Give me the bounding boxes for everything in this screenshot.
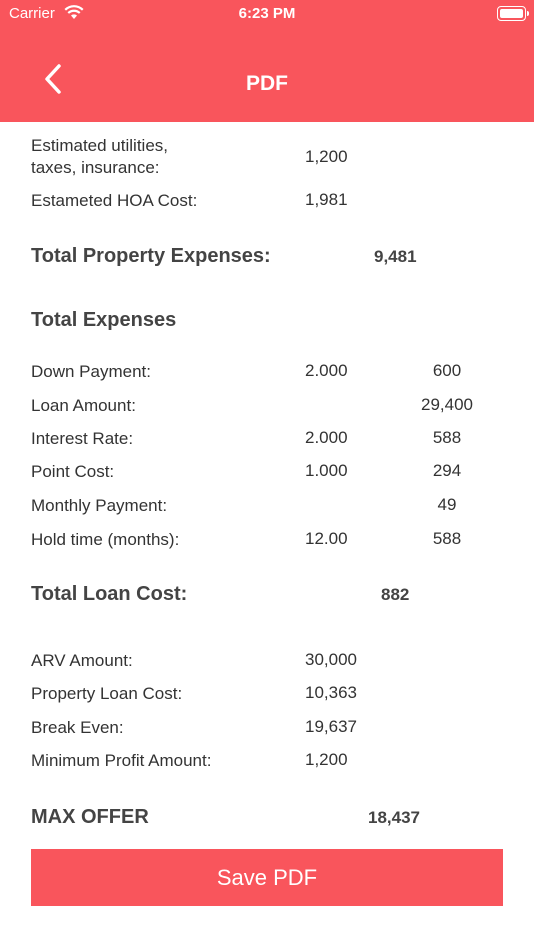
row-label: ARV Amount: — [31, 651, 133, 670]
row-label: Monthly Payment: — [31, 496, 168, 515]
back-button[interactable] — [40, 62, 70, 98]
row-label: Estimated utilities, taxes, insurance: — [31, 136, 168, 177]
row-amount: 588 — [432, 529, 462, 548]
carrier-label: Carrier — [9, 5, 55, 22]
row-amount: 49 — [437, 495, 457, 514]
total-value: 9,481 — [374, 247, 417, 266]
row-label: Estameted HOA Cost: — [31, 191, 198, 210]
row-label: Property Loan Cost: — [31, 684, 183, 703]
row-amount: 29,400 — [421, 395, 473, 414]
total-value: 882 — [381, 585, 410, 604]
row-value: 1,200 — [305, 147, 348, 166]
row-label: Minimum Profit Amount: — [31, 751, 212, 770]
wifi-icon — [64, 5, 84, 24]
row-label: Down Payment: — [31, 362, 151, 381]
page-title: PDF — [246, 72, 288, 95]
row-label: Loan Amount: — [31, 396, 136, 415]
row-value: 10,363 — [305, 683, 357, 702]
max-offer-label: MAX OFFER — [31, 806, 149, 828]
row-value: 30,000 — [305, 650, 357, 669]
row-rate: 1.000 — [305, 461, 348, 480]
row-label: Hold time (months): — [31, 530, 180, 549]
chevron-left-icon — [45, 64, 61, 94]
row-amount: 294 — [432, 461, 462, 480]
row-rate: 2.000 — [305, 361, 348, 380]
status-time: 6:23 PM — [238, 5, 296, 22]
row-label: Interest Rate: — [31, 429, 134, 448]
save-pdf-button[interactable]: Save PDF — [31, 849, 503, 906]
row-label: Break Even: — [31, 718, 124, 737]
status-bar: Carrier 6:23 PM — [0, 0, 534, 30]
row-amount: 588 — [432, 428, 462, 447]
row-value: 1,200 — [305, 750, 348, 769]
section-title: Total Expenses — [31, 309, 177, 331]
battery-icon — [497, 6, 529, 21]
row-value: 19,637 — [305, 717, 357, 736]
total-label: Total Loan Cost: — [31, 583, 188, 605]
row-value: 1,981 — [305, 190, 348, 209]
row-amount: 600 — [432, 361, 462, 380]
nav-header: Carrier 6:23 PM PDF — [0, 0, 534, 122]
row-rate: 12.00 — [305, 529, 348, 548]
row-label: Point Cost: — [31, 462, 115, 481]
row-rate: 2.000 — [305, 428, 348, 447]
max-offer-value: 18,437 — [368, 808, 420, 827]
total-label: Total Property Expenses: — [31, 245, 271, 267]
